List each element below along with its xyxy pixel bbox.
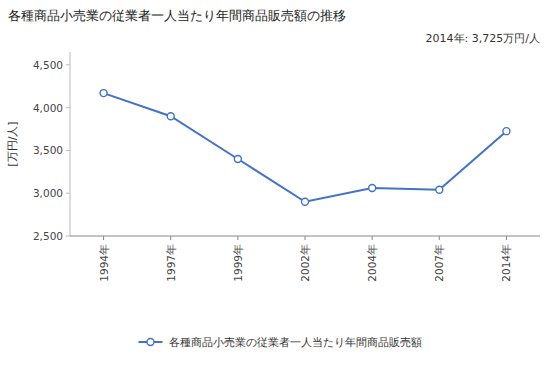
chart: 各種商品小売業の従業者一人当たり年間商品販売額の推移 2014年: 3,725万円… (0, 0, 560, 366)
y-tick-label: 3,500 (33, 144, 63, 156)
line (104, 93, 507, 202)
x-tick-label: 2014年 (500, 244, 512, 282)
y-tick (66, 64, 70, 65)
x-tick (103, 236, 104, 240)
y-axis (70, 52, 71, 236)
point (436, 186, 443, 193)
point (503, 128, 510, 135)
legend-label: 各種商品小売業の従業者一人当たり年間商品販売額 (169, 336, 422, 349)
point (369, 185, 376, 192)
point (100, 90, 107, 97)
x-tick (506, 236, 507, 240)
y-tick-label: 3,000 (33, 187, 63, 199)
x-tick-label: 1999年 (232, 244, 244, 282)
x-tick (170, 236, 171, 240)
y-tick (66, 150, 70, 151)
y-tick (66, 107, 70, 108)
x-tick-label: 2004年 (366, 244, 378, 282)
x-tick (372, 236, 373, 240)
x-tick-label: 1997年 (165, 244, 177, 282)
y-tick (66, 193, 70, 194)
x-tick (439, 236, 440, 240)
point (167, 113, 174, 120)
x-tick (237, 236, 238, 240)
x-tick-label: 1994年 (98, 244, 110, 282)
x-tick-label: 2007年 (433, 244, 445, 282)
y-tick-label: 2,500 (33, 230, 63, 242)
y-tick-label: 4,000 (33, 102, 63, 114)
plot-area (100, 90, 510, 206)
title: 各種商品小売業の従業者一人当たり年間商品販売額の推移 (8, 8, 346, 23)
x-tick (305, 236, 306, 240)
y-tick-label: 4,500 (33, 59, 63, 71)
legend: 各種商品小売業の従業者一人当たり年間商品販売額 (139, 336, 422, 349)
y-label: [万円/人] (6, 121, 19, 166)
legend-marker (147, 339, 154, 346)
y-tick (66, 236, 70, 237)
point (234, 155, 241, 162)
point (302, 198, 309, 205)
x-tick-label: 2002年 (299, 244, 311, 282)
annotation: 2014年: 3,725万円/人 (426, 32, 540, 45)
